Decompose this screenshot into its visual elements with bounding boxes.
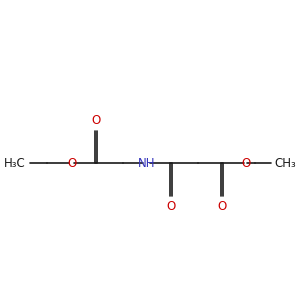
Text: O: O	[217, 200, 226, 213]
Text: O: O	[242, 157, 251, 170]
Text: O: O	[166, 200, 176, 213]
Text: H₃C: H₃C	[4, 157, 26, 170]
Text: O: O	[67, 157, 76, 170]
Text: O: O	[91, 114, 101, 127]
Text: CH₃: CH₃	[274, 157, 296, 170]
Text: NH: NH	[138, 157, 155, 170]
